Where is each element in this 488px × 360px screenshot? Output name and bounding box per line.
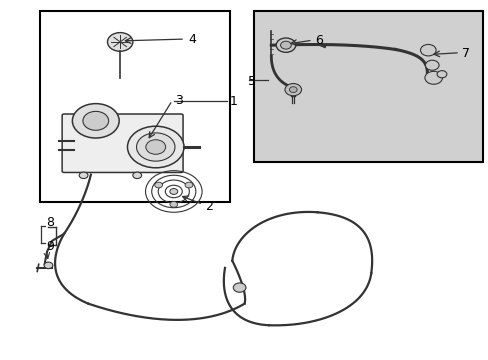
Circle shape [72, 104, 119, 138]
Circle shape [136, 133, 175, 161]
Circle shape [169, 189, 178, 194]
Circle shape [79, 172, 88, 179]
Text: 7: 7 [461, 47, 469, 60]
Circle shape [184, 182, 192, 188]
Text: 9: 9 [46, 240, 54, 253]
Circle shape [83, 111, 108, 130]
FancyBboxPatch shape [62, 114, 183, 172]
Circle shape [285, 84, 301, 96]
Circle shape [127, 126, 183, 168]
Circle shape [289, 87, 297, 93]
Circle shape [154, 182, 162, 188]
Circle shape [425, 60, 438, 70]
Circle shape [424, 71, 442, 84]
Text: 3: 3 [175, 94, 183, 107]
Circle shape [133, 172, 142, 179]
Text: 6: 6 [315, 34, 323, 48]
Circle shape [420, 44, 435, 56]
Text: 2: 2 [205, 201, 213, 213]
Bar [254, 12, 483, 162]
Circle shape [280, 41, 291, 49]
Text: 1: 1 [229, 95, 237, 108]
Text: 8: 8 [46, 216, 54, 229]
Circle shape [233, 283, 245, 292]
Circle shape [107, 33, 133, 51]
Bar [40, 12, 229, 202]
Circle shape [44, 262, 53, 269]
Circle shape [276, 38, 295, 52]
Text: 5: 5 [248, 75, 256, 88]
Circle shape [145, 140, 165, 154]
Text: 4: 4 [188, 33, 196, 46]
Circle shape [436, 71, 446, 78]
Circle shape [169, 202, 177, 207]
